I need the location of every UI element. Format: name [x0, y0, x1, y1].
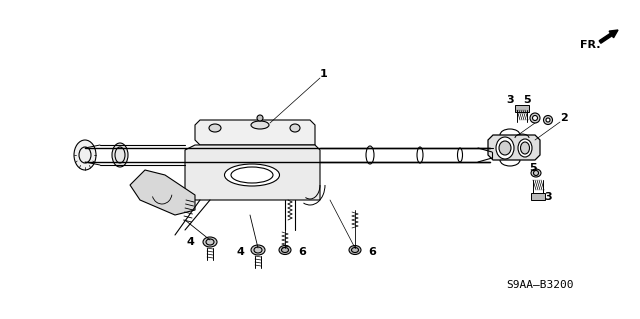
Polygon shape	[195, 120, 315, 145]
Text: S9AA–B3200: S9AA–B3200	[506, 280, 573, 290]
Text: 5: 5	[529, 163, 537, 173]
Ellipse shape	[518, 139, 532, 157]
Polygon shape	[488, 135, 540, 160]
Text: 4: 4	[186, 237, 194, 247]
Text: 6: 6	[298, 247, 306, 257]
Ellipse shape	[209, 124, 221, 132]
Text: 1: 1	[320, 69, 328, 79]
Ellipse shape	[530, 113, 540, 123]
Text: 2: 2	[560, 113, 568, 123]
Ellipse shape	[543, 115, 552, 124]
Ellipse shape	[225, 164, 280, 186]
Text: 3: 3	[544, 192, 552, 202]
Ellipse shape	[203, 237, 217, 247]
Text: 3: 3	[506, 95, 514, 105]
Bar	[515, 105, 529, 112]
Ellipse shape	[251, 121, 269, 129]
Ellipse shape	[531, 169, 541, 177]
Text: FR.: FR.	[580, 40, 600, 50]
Ellipse shape	[251, 245, 265, 255]
Ellipse shape	[257, 115, 263, 121]
Ellipse shape	[74, 140, 96, 170]
FancyArrow shape	[599, 30, 618, 43]
Text: 5: 5	[523, 95, 531, 105]
Bar	[531, 193, 545, 200]
Ellipse shape	[520, 142, 529, 154]
Ellipse shape	[290, 124, 300, 132]
Polygon shape	[130, 170, 195, 215]
Text: 4: 4	[236, 247, 244, 257]
Ellipse shape	[546, 118, 550, 122]
Ellipse shape	[532, 115, 538, 121]
Ellipse shape	[496, 137, 514, 159]
Ellipse shape	[499, 141, 511, 155]
Text: 6: 6	[368, 247, 376, 257]
Ellipse shape	[231, 167, 273, 183]
Polygon shape	[185, 145, 320, 200]
Ellipse shape	[279, 246, 291, 255]
Ellipse shape	[349, 246, 361, 255]
Ellipse shape	[112, 143, 128, 167]
